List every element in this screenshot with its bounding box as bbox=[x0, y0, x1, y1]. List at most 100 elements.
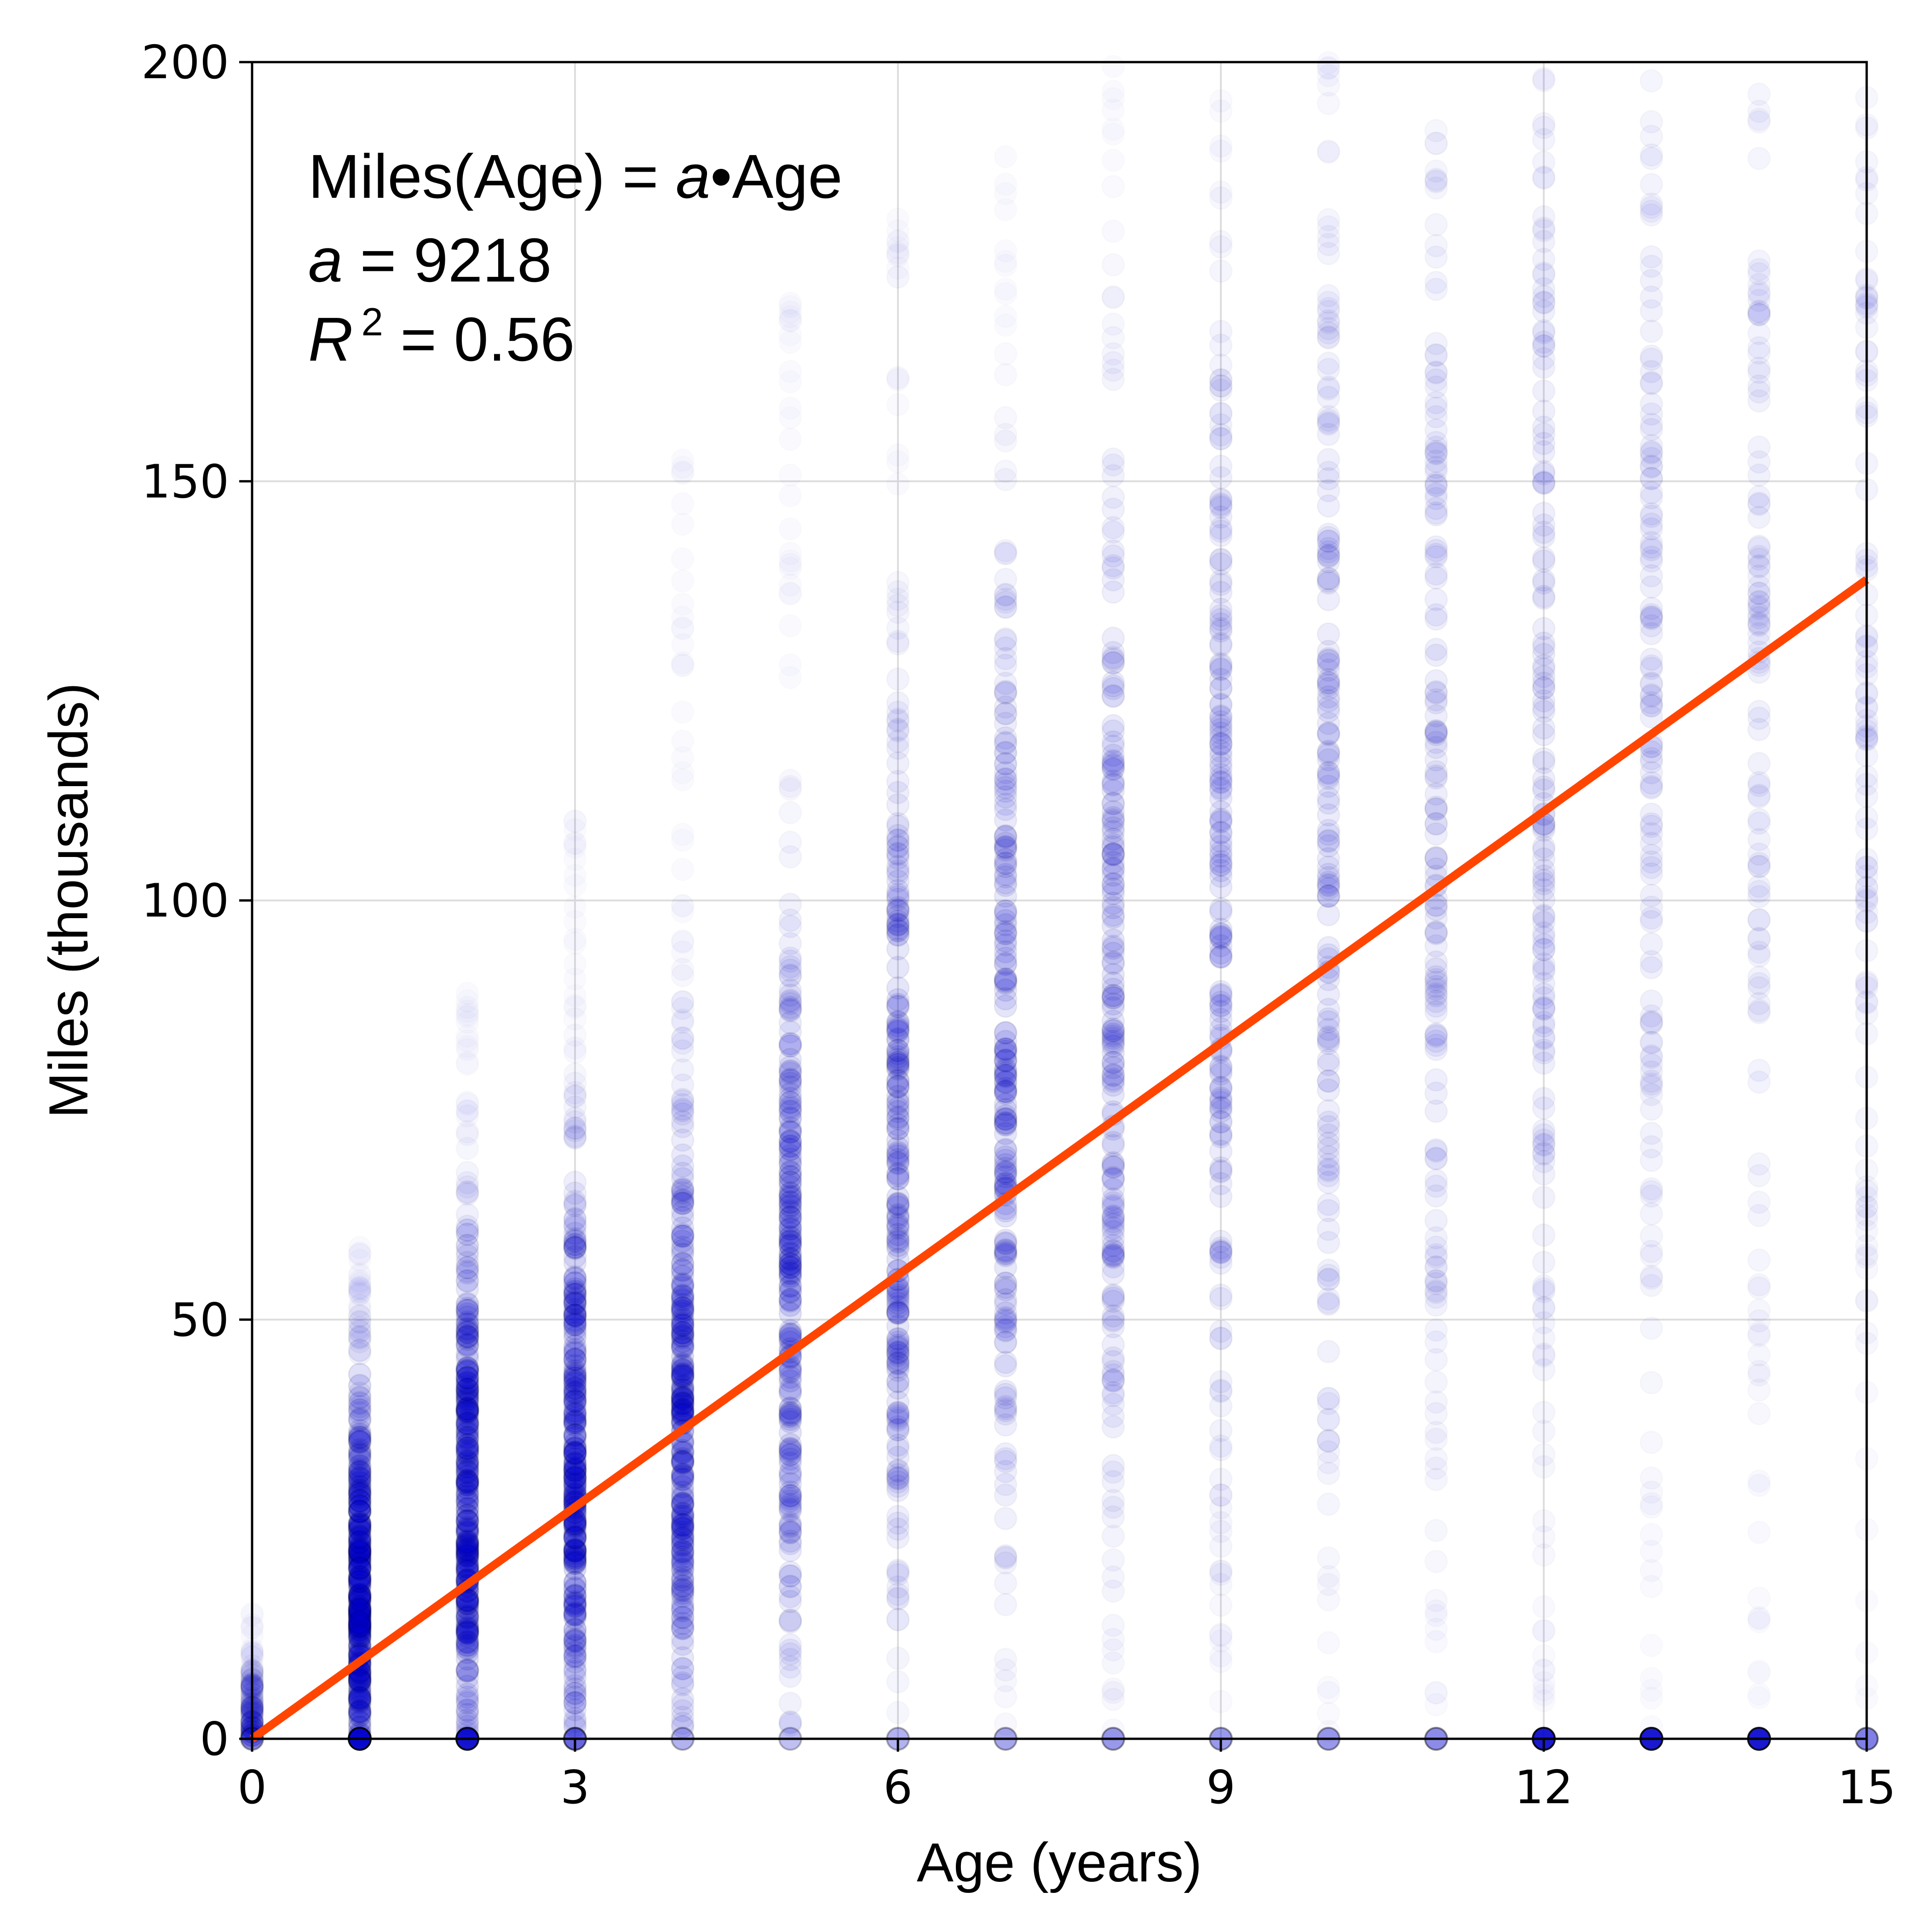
data-point bbox=[778, 1090, 802, 1114]
data-point bbox=[455, 1659, 479, 1683]
data-point bbox=[778, 1322, 802, 1346]
data-point bbox=[778, 1319, 802, 1343]
data-point bbox=[456, 1172, 478, 1194]
data-point bbox=[778, 1233, 802, 1257]
data-point bbox=[671, 1579, 695, 1603]
data-point bbox=[1101, 856, 1125, 880]
annotation-formula: Miles(Age) = a•Age bbox=[308, 142, 843, 211]
data-point bbox=[455, 1357, 479, 1380]
data-point bbox=[348, 1601, 372, 1625]
data-point bbox=[1748, 1001, 1770, 1024]
data-point bbox=[455, 1468, 479, 1492]
data-point bbox=[779, 1665, 801, 1688]
data-point bbox=[1210, 1484, 1232, 1506]
data-point bbox=[1748, 273, 1770, 296]
data-point bbox=[886, 1234, 910, 1258]
data-point bbox=[348, 1595, 372, 1619]
data-point bbox=[995, 1572, 1017, 1594]
data-point bbox=[671, 1451, 695, 1475]
data-point bbox=[1209, 1159, 1233, 1183]
data-point bbox=[995, 647, 1017, 670]
data-point bbox=[1640, 1098, 1662, 1121]
data-point bbox=[1640, 1687, 1662, 1709]
data-point bbox=[886, 1048, 910, 1072]
data-point bbox=[778, 1225, 802, 1249]
data-point bbox=[563, 1440, 587, 1464]
data-point bbox=[455, 1293, 479, 1317]
data-point bbox=[455, 1610, 479, 1634]
data-point bbox=[455, 1674, 479, 1698]
data-point bbox=[671, 1447, 695, 1471]
data-point bbox=[1640, 694, 1662, 717]
data-point bbox=[886, 1408, 910, 1432]
data-point bbox=[455, 1588, 479, 1612]
data-point bbox=[886, 1445, 910, 1469]
data-point bbox=[563, 1277, 587, 1301]
data-point bbox=[886, 1051, 910, 1075]
data-point bbox=[994, 808, 1018, 832]
data-point bbox=[455, 1411, 479, 1435]
data-point bbox=[456, 1181, 478, 1204]
y-tick-label: 200 bbox=[141, 35, 229, 89]
data-point bbox=[348, 1395, 372, 1419]
data-point bbox=[1210, 379, 1232, 402]
data-point bbox=[994, 767, 1018, 791]
data-point bbox=[994, 953, 1018, 977]
data-point bbox=[778, 1465, 802, 1489]
data-point bbox=[778, 1472, 802, 1495]
data-point bbox=[672, 1032, 694, 1054]
data-point bbox=[1102, 56, 1124, 78]
data-point bbox=[348, 1481, 372, 1505]
data-point bbox=[671, 1462, 695, 1486]
data-point bbox=[1209, 994, 1233, 1018]
data-point bbox=[778, 1447, 802, 1471]
data-point bbox=[455, 1449, 479, 1472]
data-point bbox=[1533, 1443, 1555, 1466]
data-point bbox=[886, 1369, 910, 1393]
data-point bbox=[455, 1305, 479, 1329]
data-point bbox=[563, 1539, 587, 1563]
data-point bbox=[994, 1240, 1018, 1264]
data-point bbox=[1101, 1255, 1125, 1279]
data-point bbox=[672, 513, 694, 535]
data-point bbox=[1101, 627, 1125, 650]
data-point bbox=[563, 1413, 587, 1437]
data-point bbox=[671, 1309, 695, 1333]
data-point bbox=[886, 842, 910, 866]
data-point bbox=[886, 1236, 910, 1260]
data-point bbox=[886, 828, 910, 852]
data-point bbox=[671, 1465, 695, 1489]
data-point bbox=[348, 1530, 372, 1553]
data-point bbox=[1209, 676, 1233, 700]
data-point bbox=[995, 183, 1017, 205]
data-point bbox=[672, 570, 694, 592]
data-point bbox=[886, 1011, 910, 1035]
data-point bbox=[1640, 803, 1662, 825]
data-point bbox=[455, 1633, 479, 1657]
data-point bbox=[563, 1366, 587, 1390]
data-point bbox=[563, 1584, 587, 1608]
data-point bbox=[778, 1034, 802, 1058]
data-point bbox=[1101, 1073, 1125, 1097]
data-point bbox=[778, 1252, 802, 1276]
data-point bbox=[348, 1401, 372, 1425]
data-point bbox=[886, 841, 910, 865]
data-point bbox=[1640, 1496, 1662, 1518]
data-point bbox=[1317, 1268, 1340, 1291]
data-point bbox=[671, 1505, 695, 1529]
data-point bbox=[1210, 230, 1232, 253]
data-point bbox=[564, 1063, 586, 1085]
data-point bbox=[672, 730, 694, 752]
data-point bbox=[1210, 414, 1232, 436]
data-point bbox=[348, 1524, 372, 1548]
data-point bbox=[886, 1465, 910, 1489]
data-point bbox=[1101, 1234, 1125, 1258]
data-point bbox=[563, 1369, 587, 1393]
data-point bbox=[563, 1326, 587, 1350]
data-point bbox=[1748, 1379, 1770, 1401]
data-point bbox=[563, 1474, 587, 1498]
data-point bbox=[563, 1600, 587, 1624]
data-point bbox=[1210, 494, 1232, 517]
data-point bbox=[671, 1514, 695, 1538]
data-point bbox=[456, 1219, 478, 1242]
